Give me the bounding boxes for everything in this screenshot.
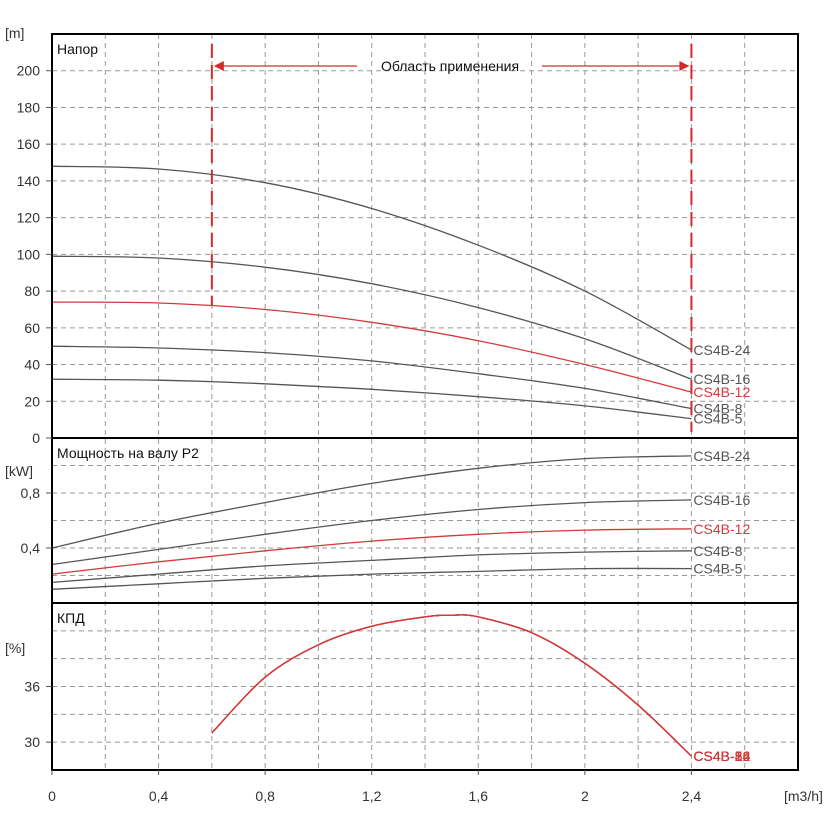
power-series-CS4B-24 <box>51 455 692 549</box>
efficiency-series-label-CS4B-12: CS4B-12 <box>693 748 750 764</box>
efficiency-series-label-CS4B-16: CS4B-16 <box>693 748 750 764</box>
x-tick-label-2: 0,8 <box>255 788 275 804</box>
x-tick-label-1: 0,4 <box>149 788 169 804</box>
head-series-CS4B-12 <box>51 301 692 393</box>
power-y-tick-label-1: 0,8 <box>21 485 41 501</box>
head-series-CS4B-24 <box>51 165 692 351</box>
range-arrowhead-right <box>679 61 690 71</box>
power-series-label-CS4B-5: CS4B-5 <box>693 561 742 577</box>
grid-layer <box>52 34 798 770</box>
power-series-CS4B-8 <box>51 550 692 584</box>
x-tick-label-5: 2 <box>581 788 589 804</box>
power-series-CS4B-12 <box>51 528 692 575</box>
head-y-tick-label-9: 180 <box>17 99 41 115</box>
efficiency-series-CS4B-24 <box>211 614 692 757</box>
axis-layer: [m3/h] 0 0,4 0,8 1,2 1,6 2 2,4 0 20 40 60 80 100 120 1… <box>5 25 823 804</box>
head-y-tick-label-5: 100 <box>17 246 41 262</box>
head-y-tick-label-7: 140 <box>17 173 41 189</box>
head-series-CS4B-16 <box>51 255 692 380</box>
x-tick-label-3: 1,2 <box>362 788 382 804</box>
head-series-CS4B-8 <box>51 345 692 410</box>
power-series-label-CS4B-8: CS4B-8 <box>693 543 742 559</box>
efficiency-series-label-CS4B-24: CS4B-24 <box>693 748 750 764</box>
power-series-label-CS4B-16: CS4B-16 <box>693 492 750 508</box>
head-series-label-CS4B-5: CS4B-5 <box>693 411 742 427</box>
head-y-tick-label-6: 120 <box>17 210 41 226</box>
efficiency-y-tick-label-0: 30 <box>24 734 40 750</box>
head-y-tick-label-10: 200 <box>17 63 41 79</box>
head-y-tick-label-8: 160 <box>17 136 41 152</box>
head-series-label-CS4B-12: CS4B-12 <box>693 384 750 400</box>
power-series-CS4B-16 <box>51 499 692 566</box>
x-tick-label-0: 0 <box>48 788 56 804</box>
head-y-tick-label-2: 40 <box>24 357 40 373</box>
power-panel-title: Мощность на валу P2 <box>57 445 199 461</box>
head-series-label-CS4B-24: CS4B-24 <box>693 342 750 358</box>
efficiency-series-CS4B-16 <box>211 614 692 757</box>
efficiency-panel-title: КПД <box>57 610 85 626</box>
efficiency-series-CS4B-12 <box>211 614 692 757</box>
power-y-tick-label-0: 0,4 <box>21 540 41 556</box>
head-series-label-CS4B-8: CS4B-8 <box>693 401 742 417</box>
efficiency-series-CS4B-5 <box>211 614 692 757</box>
efficiency-series-label-CS4B-5: CS4B-5 <box>693 748 742 764</box>
head-unit-label: [m] <box>5 25 24 41</box>
head-y-tick-label-1: 20 <box>24 393 40 409</box>
efficiency-series-label-CS4B-8: CS4B-8 <box>693 748 742 764</box>
application-range-label: Область применения <box>381 58 519 74</box>
x-tick-label-4: 1,6 <box>469 788 489 804</box>
x-tick-label-6: 2,4 <box>682 788 702 804</box>
head-y-tick-label-3: 60 <box>24 320 40 336</box>
head-panel-title: Напор <box>57 41 98 57</box>
power-series-label-CS4B-12: CS4B-12 <box>693 521 750 537</box>
power-series-CS4B-5 <box>51 567 692 590</box>
power-series-label-CS4B-24: CS4B-24 <box>693 448 750 464</box>
head-series-label-CS4B-16: CS4B-16 <box>693 371 750 387</box>
head-y-tick-label-4: 80 <box>24 283 40 299</box>
efficiency-y-tick-label-1: 36 <box>24 679 40 695</box>
power-unit-label: [kW] <box>5 463 33 479</box>
head-y-tick-label-0: 0 <box>32 430 40 446</box>
frame-layer <box>51 33 799 771</box>
series-layer <box>51 165 692 757</box>
series-label-layer: CS4B-24CS4B-16CS4B-12CS4B-8CS4B-5CS4B-24… <box>693 342 750 764</box>
head-series-CS4B-5 <box>51 378 692 420</box>
x-unit-label: [m3/h] <box>784 788 823 804</box>
efficiency-unit-label: [%] <box>5 640 25 656</box>
efficiency-series-CS4B-8 <box>211 614 692 757</box>
range-arrowhead-left <box>213 61 224 71</box>
